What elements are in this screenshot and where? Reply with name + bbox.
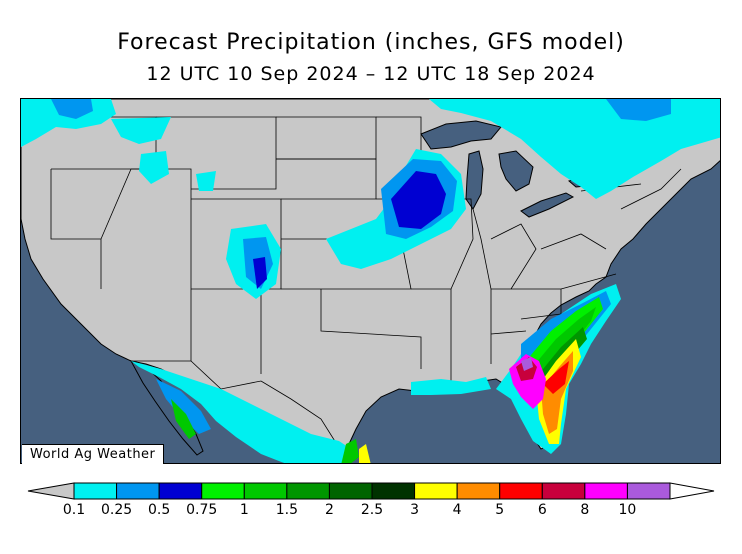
valid-period: 12 UTC 10 Sep 2024 – 12 UTC 18 Sep 2024 — [146, 63, 596, 85]
colorbar-tick-label: 0.75 — [186, 502, 218, 518]
lake-erie — [520, 192, 575, 218]
colorbar-tick-label: 2.5 — [360, 502, 384, 518]
colorbar-bin — [328, 482, 373, 500]
colorbar-bin — [371, 482, 416, 500]
mexico-border — [131, 360, 344, 455]
colorbar-tick-label: 0.25 — [100, 502, 133, 518]
colorbar-bin — [499, 482, 543, 500]
colorbar-bin — [286, 482, 330, 500]
colorbar-bin — [584, 482, 628, 500]
colorbar-over-triangle — [669, 482, 715, 500]
map-title: Forecast Precipitation (inches, GFS mode… — [117, 30, 625, 55]
colorbar-bin — [73, 482, 118, 500]
colorbar-tick-label: 3 — [410, 502, 420, 518]
colorbar-tick-label: 5 — [495, 502, 505, 518]
colorbar-bin — [541, 482, 586, 500]
land-mass — [21, 99, 720, 463]
colorbar-bin — [116, 482, 160, 500]
colorbar-tick-label: 1.5 — [275, 502, 298, 518]
colorbar-tick-label: 4 — [452, 502, 462, 518]
colorbar-bin — [201, 482, 245, 500]
colorbar-bin — [626, 482, 671, 500]
precip-3-plus — [359, 339, 581, 463]
colorbar-bin — [414, 482, 458, 500]
colorbar-tick-label: 8 — [580, 502, 590, 518]
map-canvas — [21, 99, 720, 463]
colorbar-under-triangle — [27, 482, 75, 500]
lake-superior — [420, 120, 502, 150]
colorbar-tick-label: 2 — [324, 502, 334, 518]
precip-0-5 — [253, 171, 446, 289]
colorbar-tick-label: 1 — [239, 502, 249, 518]
colorbar-bin — [456, 482, 501, 500]
colorbar-bin — [158, 482, 203, 500]
map-credit: World Ag Weather — [22, 444, 165, 464]
colorbar-tick-label: 6 — [537, 502, 547, 518]
colorbar-tick-label: 10 — [618, 502, 637, 518]
lake-michigan — [465, 150, 484, 210]
precipitation-map — [20, 98, 721, 464]
colorbar-bin — [243, 482, 288, 500]
colorbar-tick-label: 0.1 — [62, 502, 86, 518]
colorbar-tick-label: 0.5 — [148, 502, 171, 518]
lake-huron — [498, 150, 534, 192]
precip-colorbar — [27, 482, 715, 500]
